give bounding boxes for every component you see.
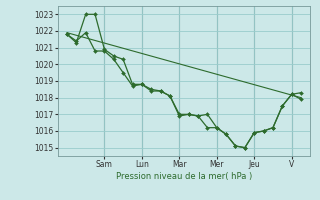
X-axis label: Pression niveau de la mer( hPa ): Pression niveau de la mer( hPa )	[116, 172, 252, 181]
